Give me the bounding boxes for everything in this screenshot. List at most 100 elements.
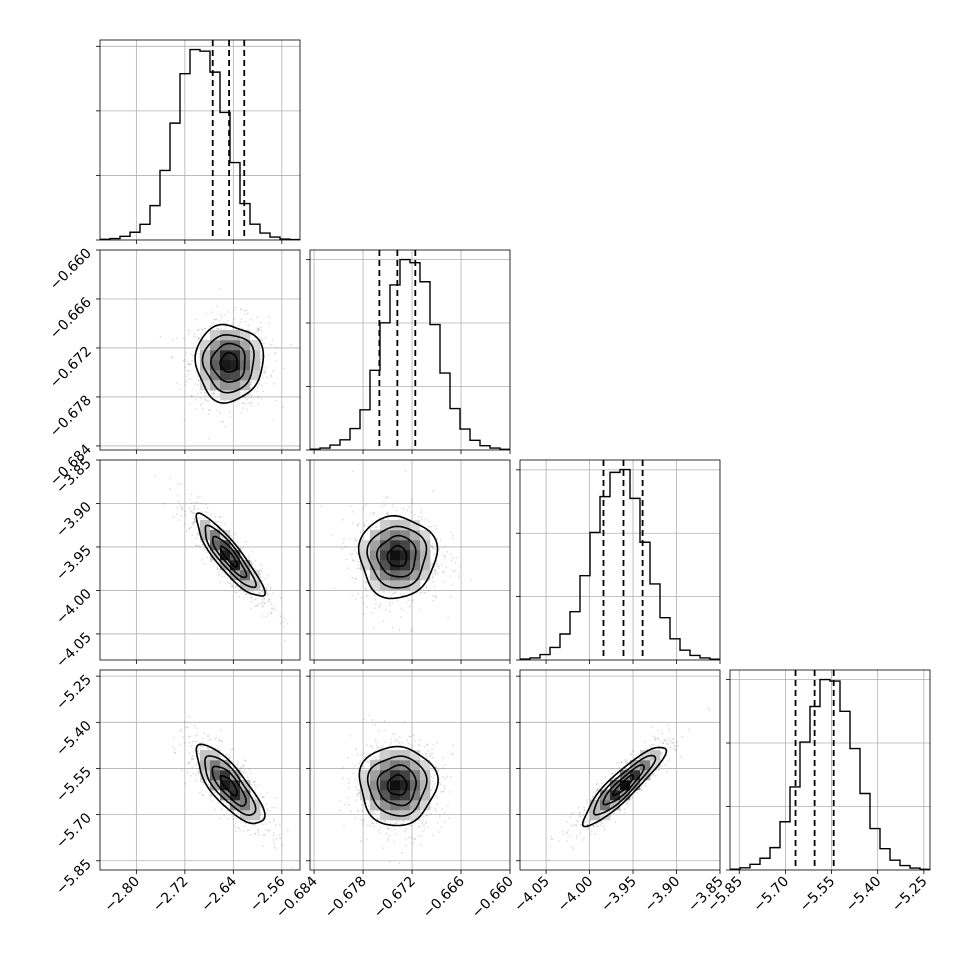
scatter-point <box>179 729 182 731</box>
scatter-point <box>392 503 395 506</box>
scatter-point <box>454 569 457 572</box>
scatter-point <box>419 739 422 742</box>
scatter-point <box>410 628 413 631</box>
scatter-point <box>579 815 582 818</box>
density-cell <box>200 750 211 761</box>
scatter-point <box>245 408 248 411</box>
scatter-point <box>221 575 223 578</box>
scatter-point <box>421 518 424 521</box>
panel-content <box>310 250 510 450</box>
scatter-point <box>174 751 177 754</box>
scatter-point <box>257 828 260 831</box>
scatter-point <box>256 386 259 389</box>
density-cell <box>420 560 431 571</box>
contour-2 <box>201 334 255 394</box>
scatter-point <box>360 754 363 757</box>
scatter-point <box>364 587 366 590</box>
scatter-point <box>201 543 204 546</box>
scatter-point <box>192 512 195 515</box>
scatter-point <box>220 327 223 330</box>
scatter-point <box>433 547 435 550</box>
scatter-point <box>470 579 473 582</box>
scatter-point <box>359 818 362 821</box>
scatter-point <box>189 761 191 763</box>
scatter-point <box>281 406 284 409</box>
scatter-point <box>244 771 247 774</box>
scatter-point <box>408 506 410 509</box>
scatter-point <box>431 748 433 751</box>
scatter-point <box>172 339 174 341</box>
scatter-point <box>431 572 433 575</box>
density-cell <box>220 340 231 351</box>
scatter-point <box>425 752 427 755</box>
scatter-point <box>210 560 213 563</box>
scatter-point <box>365 594 367 597</box>
scatter-point <box>196 761 198 764</box>
scatter-point <box>255 604 258 607</box>
scatter-point <box>362 602 365 605</box>
scatter-point <box>261 602 263 605</box>
scatter-point <box>180 730 182 733</box>
scatter-point <box>242 770 245 773</box>
scatter-point <box>272 605 275 608</box>
scatter-point <box>283 626 286 628</box>
scatter-point <box>238 324 240 327</box>
scatter-point <box>213 791 216 794</box>
scatter-point <box>184 514 187 517</box>
scatter-point <box>253 832 256 835</box>
scatter-point <box>205 312 207 315</box>
scatter-point <box>257 328 259 331</box>
scatter-point <box>239 829 242 832</box>
scatter-point <box>235 586 237 588</box>
scatter-point <box>358 792 361 795</box>
scatter-point <box>383 820 386 823</box>
scatter-point <box>235 585 237 588</box>
density-cell <box>250 360 261 371</box>
scatter-point <box>359 530 362 533</box>
scatter-point <box>223 523 226 526</box>
density-cell <box>220 380 231 391</box>
scatter-point <box>426 814 429 817</box>
scatter-point <box>405 827 408 830</box>
scatter-point <box>216 568 219 571</box>
density-cell <box>380 760 391 771</box>
density-cell <box>390 780 401 791</box>
scatter-point <box>452 557 454 560</box>
scatter-point <box>264 577 267 580</box>
scatter-point <box>257 592 260 595</box>
scatter-point <box>395 821 398 824</box>
scatter-point <box>193 517 196 520</box>
scatter-point <box>442 756 444 759</box>
scatter-point <box>187 328 189 331</box>
contour-2 <box>204 524 257 589</box>
scatter-point <box>366 595 369 598</box>
scatter-point <box>557 840 560 842</box>
scatter-point <box>219 411 221 414</box>
scatter-point <box>248 819 251 822</box>
scatter-point <box>282 367 285 370</box>
scatter-point <box>204 398 207 401</box>
scatter-point <box>401 822 404 825</box>
scatter-point <box>387 518 390 521</box>
scatter-point <box>394 592 397 595</box>
scatter-point <box>191 522 193 524</box>
scatter-point <box>351 552 354 555</box>
scatter-point <box>435 794 437 797</box>
scatter-point <box>398 862 400 865</box>
scatter-point <box>201 402 203 405</box>
scatter-point <box>189 363 192 365</box>
contour-1 <box>212 535 248 579</box>
scatter-point <box>207 437 210 440</box>
scatter-point <box>197 328 200 331</box>
scatter-point <box>389 827 391 829</box>
density-cell <box>410 580 421 591</box>
scatter-point <box>357 592 360 595</box>
density-cell <box>230 370 241 381</box>
scatter-point <box>268 353 271 356</box>
scatter-point <box>231 585 233 588</box>
panel-content <box>310 670 510 870</box>
scatter-point <box>243 590 246 593</box>
density-cell <box>380 790 391 801</box>
density-cell <box>410 780 421 791</box>
scatter-point <box>390 595 393 597</box>
